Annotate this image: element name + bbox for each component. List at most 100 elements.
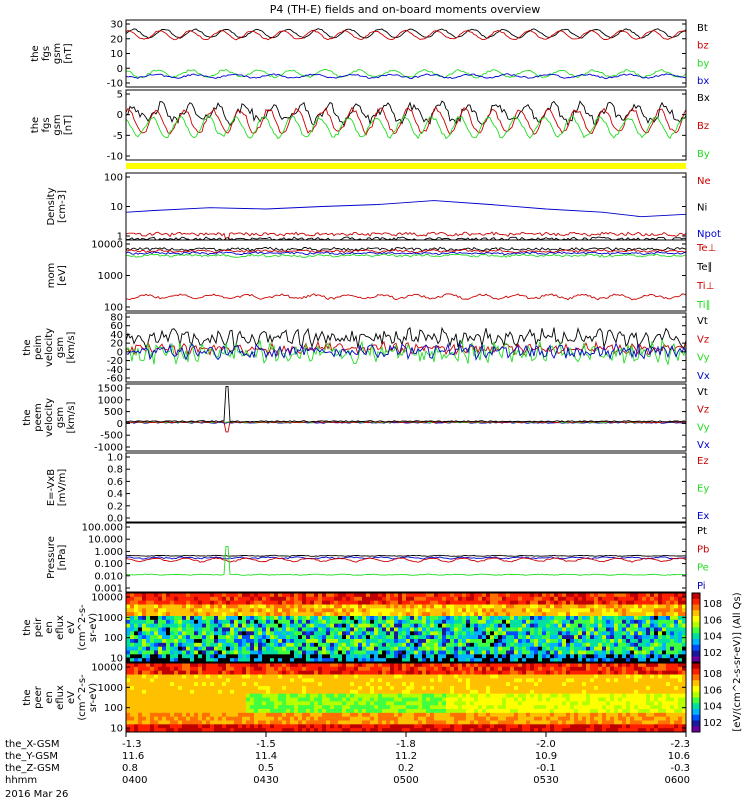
spectrogram-cell — [266, 646, 271, 651]
spectrogram-cell — [390, 716, 395, 721]
spectrogram-cell — [198, 728, 203, 733]
spectrogram-cell — [426, 720, 431, 725]
spectrogram-cell — [342, 596, 347, 602]
spectrogram-cell — [350, 600, 355, 605]
spectrogram-cell — [586, 631, 591, 636]
spectrogram-cell — [266, 693, 271, 698]
legend-entry: Vy — [697, 422, 710, 433]
spectrogram-cell — [198, 666, 203, 672]
spectrogram-cell — [594, 608, 599, 613]
spectrogram-cell — [154, 635, 159, 640]
spectrogram-cell — [534, 682, 539, 687]
spectrogram-cell — [402, 678, 407, 683]
spectrogram-cell — [146, 678, 151, 683]
spectrogram-cell — [450, 678, 455, 683]
spectrogram-cell — [262, 650, 267, 655]
spectrogram-cell — [610, 693, 615, 698]
spectrogram-cell — [278, 600, 283, 605]
spectrogram-cell — [662, 612, 667, 617]
panel-frame — [125, 522, 687, 593]
spectrogram-cell — [526, 658, 531, 663]
spectrogram-cell — [174, 682, 179, 687]
spectrogram-cell — [154, 689, 159, 695]
spectrogram-cell — [466, 650, 471, 655]
spectrogram-cell — [306, 642, 311, 648]
spectrogram-cell — [134, 608, 139, 613]
spectrogram-cell — [366, 682, 371, 687]
spectrogram-cell — [266, 686, 271, 691]
spectrogram-cell — [302, 705, 307, 710]
y-tick-label: 0.100 — [94, 559, 123, 570]
spectrogram-cell — [338, 646, 343, 651]
spectrogram-cell — [206, 639, 211, 644]
spectrogram-cell — [434, 635, 439, 640]
spectrogram-cell — [346, 678, 351, 683]
spectrogram-cell — [382, 639, 387, 644]
spectrogram-cell — [282, 724, 287, 729]
spectrogram-cell — [406, 682, 411, 687]
spectrogram-cell — [338, 724, 343, 729]
spectrogram-cell — [514, 689, 519, 695]
spectrogram-cell — [610, 720, 615, 725]
spectrogram-cell — [346, 612, 351, 617]
spectrogram-cell — [262, 701, 267, 706]
spectrogram-cell — [174, 616, 179, 621]
spectrogram-cell — [222, 646, 227, 651]
spectrogram-cell — [590, 631, 595, 636]
spectrogram-cell — [530, 631, 535, 636]
y-tick-label: 20 — [110, 34, 123, 45]
spectrogram-cell — [538, 720, 543, 725]
spectrogram-cell — [502, 596, 507, 602]
spectrogram-cell — [286, 697, 291, 702]
spectrogram-cell — [398, 701, 403, 706]
spectrogram-cell — [334, 716, 339, 721]
spectrogram-cell — [410, 658, 415, 663]
spectrogram-cell — [310, 627, 315, 632]
spectrogram-cell — [146, 682, 151, 687]
spectrogram-cell — [526, 600, 531, 605]
spectrogram-cell — [134, 650, 139, 655]
spectrogram-cell — [422, 593, 427, 598]
spectrogram-cell — [294, 612, 299, 617]
spectrogram-cell — [434, 663, 439, 668]
spectrogram-cell — [446, 593, 451, 598]
spectrogram-cell — [298, 623, 303, 628]
spectrogram-cell — [194, 686, 199, 691]
spectrogram-cell — [294, 616, 299, 621]
spectrogram-cell — [434, 693, 439, 698]
spectrogram-cell — [366, 593, 371, 598]
spectrogram-cell — [542, 728, 547, 733]
spectrogram-cell — [606, 724, 611, 729]
spectrogram-cell — [506, 728, 511, 733]
spectrogram-cell — [418, 635, 423, 640]
spectrogram-cell — [586, 712, 591, 718]
spectrogram-cell — [390, 604, 395, 609]
spectrogram-cell — [350, 701, 355, 706]
spectrogram-cell — [514, 593, 519, 598]
spectrogram-cell — [642, 619, 647, 625]
spectrogram-cell — [590, 724, 595, 729]
spectrogram-cell — [274, 716, 279, 721]
spectrogram-cell — [270, 658, 275, 663]
spectrogram-cell — [486, 639, 491, 644]
spectrogram-cell — [354, 604, 359, 609]
spectrogram-cell — [502, 728, 507, 733]
spectrogram-cell — [618, 658, 623, 663]
spectrogram-cell — [594, 674, 599, 679]
spectrogram-cell — [510, 682, 515, 687]
spectrogram-cell — [470, 712, 475, 718]
spectrogram-cell — [214, 686, 219, 691]
spectrogram-cell — [250, 627, 255, 632]
spectrogram-cell — [598, 627, 603, 632]
spectrogram-cell — [206, 663, 211, 668]
spectrogram-cell — [378, 705, 383, 710]
spectrogram-cell — [446, 642, 451, 648]
spectrogram-cell — [386, 716, 391, 721]
spectrogram-cell — [466, 705, 471, 710]
spectrogram-cell — [350, 705, 355, 710]
spectrogram-cell — [586, 670, 591, 675]
spectrogram-cell — [538, 697, 543, 702]
spectrogram-cell — [438, 693, 443, 698]
spectrogram-cell — [422, 682, 427, 687]
spectrogram-cell — [642, 639, 647, 644]
